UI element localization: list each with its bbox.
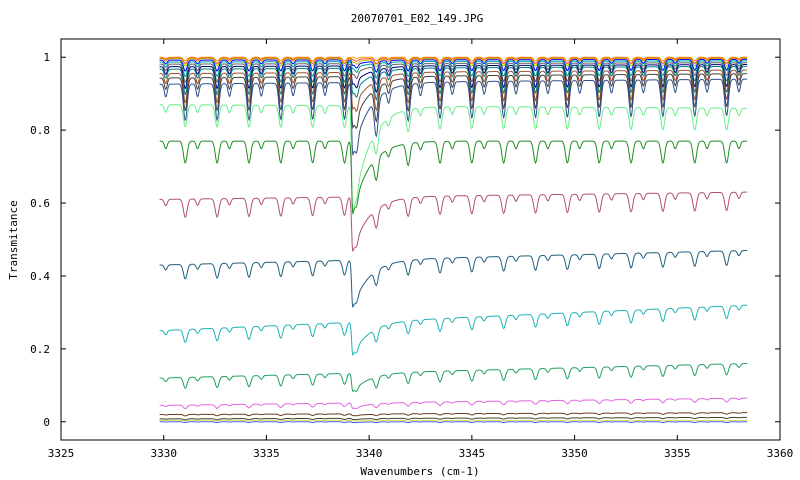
- x-tick-label: 3330: [150, 447, 177, 460]
- series-line: [159, 62, 748, 86]
- x-tick-label: 3345: [459, 447, 486, 460]
- y-tick-label: 0.4: [30, 270, 50, 283]
- series-line: [159, 78, 748, 156]
- chart-title: 20070701_E02_149.JPG: [351, 12, 483, 25]
- series-line: [159, 419, 748, 422]
- series-line: [159, 60, 748, 79]
- series-line: [159, 416, 748, 421]
- x-axis-label: Wavenumbers (cm-1): [360, 465, 479, 478]
- series-line: [159, 65, 748, 102]
- series-line: [159, 56, 748, 62]
- series-line: [159, 397, 748, 410]
- series-line: [159, 362, 748, 393]
- series-line: [159, 57, 748, 65]
- x-tick-label: 3360: [767, 447, 794, 460]
- x-tick-label: 3350: [561, 447, 588, 460]
- y-tick-label: 0.8: [30, 124, 50, 137]
- y-axis: 0 0.2 0.4 0.6 0.8 1: [30, 51, 780, 429]
- series-line: [159, 73, 748, 130]
- series-line: [159, 191, 748, 252]
- series-line: [159, 304, 748, 357]
- series-line: [159, 249, 748, 308]
- x-tick-label: 3335: [253, 447, 280, 460]
- series-line: [159, 58, 748, 73]
- series-line: [159, 412, 748, 417]
- series-line: [159, 64, 748, 94]
- series-line: [159, 69, 748, 112]
- y-tick-label: 0.6: [30, 197, 50, 210]
- x-tick-label: 3340: [356, 447, 383, 460]
- y-axis-label: Transmitance: [7, 200, 20, 279]
- series-line: [159, 421, 748, 424]
- y-tick-label: 0.2: [30, 343, 50, 356]
- y-tick-label: 0: [43, 416, 50, 429]
- y-tick-label: 1: [43, 51, 50, 64]
- plot-frame: [60, 38, 781, 441]
- series-line: [159, 140, 748, 214]
- series-group: [159, 56, 748, 424]
- series-line: [159, 104, 748, 215]
- x-tick-label: 3325: [48, 447, 75, 460]
- series-line: [159, 58, 748, 68]
- x-axis: 3325 3330 3335 3340 3345 3350 3355 3360: [48, 39, 794, 460]
- x-tick-label: 3355: [664, 447, 691, 460]
